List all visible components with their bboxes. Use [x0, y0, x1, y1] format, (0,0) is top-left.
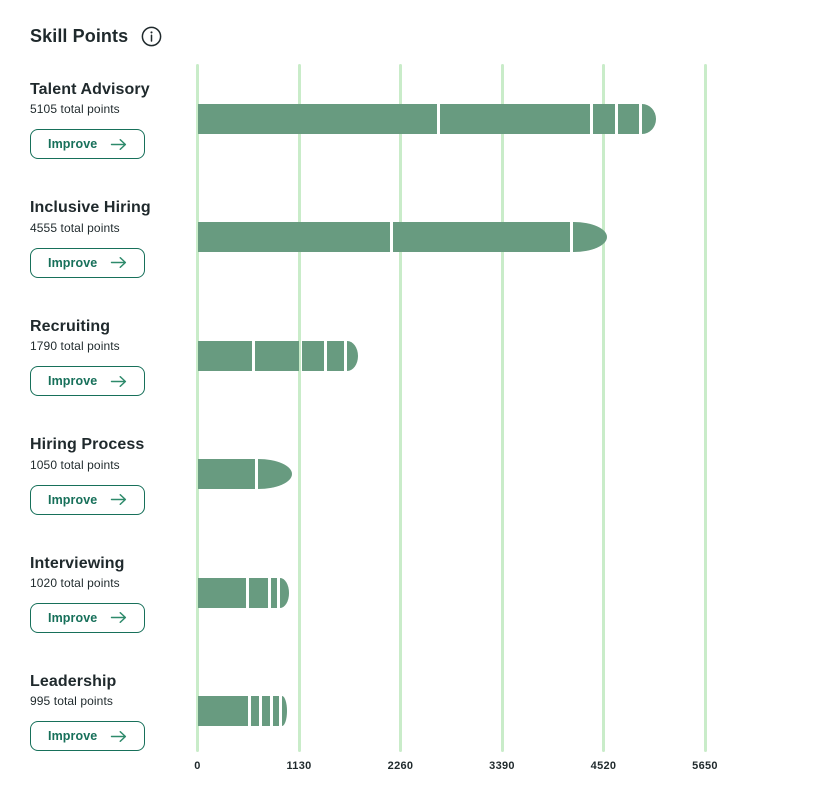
- skill-total-points: 1020 total points: [30, 575, 120, 590]
- gridline: [399, 64, 402, 752]
- improve-button[interactable]: Improve: [30, 484, 146, 515]
- improve-button-label: Improve: [48, 255, 98, 270]
- x-axis-tick-label: 5650: [692, 760, 718, 772]
- bar-segment: [255, 340, 299, 371]
- bar-segment: [279, 577, 290, 608]
- gridline: [196, 64, 199, 752]
- x-axis-tick-label: 2260: [387, 760, 414, 772]
- arrow-right-icon: [111, 138, 127, 150]
- page-title: Skill Points: [30, 26, 129, 46]
- skill-total-points: 5105 total points: [30, 102, 120, 117]
- skill-total-points: 1790 total points: [30, 339, 120, 354]
- bar-segment: [197, 459, 255, 490]
- arrow-right-icon: [111, 257, 127, 269]
- bar-segment: [197, 222, 391, 253]
- bar-segment: [301, 340, 324, 371]
- gridline: [602, 64, 605, 752]
- bar-segment: [272, 696, 279, 726]
- improve-button[interactable]: Improve: [30, 721, 146, 752]
- skill-name: Inclusive Hiring: [30, 199, 151, 217]
- bar-segment: [393, 222, 571, 253]
- skill-total-points: 1050 total points: [30, 457, 120, 472]
- improve-button-label: Improve: [48, 729, 98, 744]
- bar-segment: [270, 577, 277, 608]
- improve-button[interactable]: Improve: [30, 129, 146, 160]
- bar-segment: [197, 340, 253, 371]
- bar-segment: [439, 104, 591, 134]
- skill-name: Hiring Process: [30, 436, 145, 454]
- gridline: [297, 64, 301, 752]
- header: Skill Points: [30, 26, 162, 47]
- x-axis-tick-label: 3390: [489, 760, 515, 772]
- improve-button[interactable]: Improve: [30, 602, 146, 633]
- bar-segment: [197, 104, 437, 134]
- x-axis-tick-label: 1130: [286, 760, 312, 772]
- skill-meta: Talent Advisory 5105 total points Improv…: [30, 81, 195, 160]
- bar-segment: [281, 696, 287, 726]
- bar-segment: [249, 577, 268, 608]
- improve-button-label: Improve: [48, 137, 98, 152]
- improve-button-label: Improve: [48, 492, 98, 507]
- bar-segment: [326, 340, 345, 371]
- info-icon[interactable]: [141, 26, 162, 47]
- bar-segment: [617, 104, 639, 134]
- gridline: [500, 64, 504, 752]
- improve-button[interactable]: Improve: [30, 247, 146, 278]
- skill-meta: Inclusive Hiring 4555 total points Impro…: [30, 199, 195, 278]
- bar-segment: [197, 696, 249, 726]
- improve-button-label: Improve: [48, 374, 98, 389]
- arrow-right-icon: [111, 375, 127, 387]
- improve-button[interactable]: Improve: [30, 366, 146, 397]
- arrow-right-icon: [111, 612, 127, 624]
- arrow-right-icon: [111, 730, 127, 742]
- bar-segment: [347, 340, 359, 371]
- skill-meta: Hiring Process 1050 total points Improve: [30, 436, 195, 515]
- skill-total-points: 4555 total points: [30, 220, 120, 235]
- arrow-right-icon: [111, 494, 127, 506]
- bar-segment: [197, 577, 247, 608]
- bar-segment: [257, 459, 292, 490]
- info-icon-glyph: [141, 26, 162, 47]
- skill-name: Leadership: [30, 673, 117, 690]
- skill-meta: Interviewing 1020 total points Improve: [30, 555, 195, 633]
- skill-meta: Leadership 995 total points Improve: [30, 673, 195, 752]
- gridline: [703, 64, 707, 752]
- skill-name: Talent Advisory: [30, 81, 150, 98]
- skill-name: Recruiting: [30, 317, 111, 335]
- skill-total-points: 995 total points: [30, 694, 113, 709]
- improve-button-label: Improve: [48, 610, 98, 625]
- bar-segment: [641, 104, 657, 134]
- skill-name: Interviewing: [30, 554, 125, 572]
- skill-meta: Recruiting 1790 total points Improve: [30, 317, 195, 397]
- bar-segment: [593, 104, 615, 134]
- bar-segment: [262, 696, 270, 726]
- x-axis-tick-label: 0: [194, 760, 201, 772]
- x-axis-tick-label: 4520: [590, 760, 617, 772]
- bar-segment: [251, 696, 260, 726]
